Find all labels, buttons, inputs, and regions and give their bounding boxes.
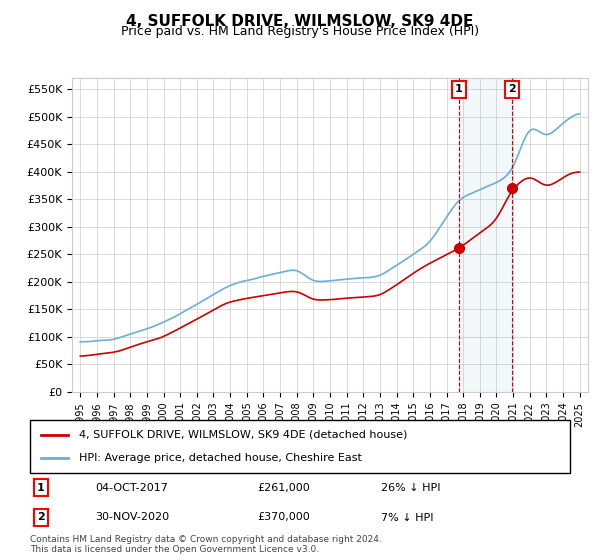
Text: 2: 2 — [37, 512, 44, 522]
Text: HPI: Average price, detached house, Cheshire East: HPI: Average price, detached house, Ches… — [79, 453, 361, 463]
Text: 26% ↓ HPI: 26% ↓ HPI — [381, 483, 440, 493]
Text: Price paid vs. HM Land Registry's House Price Index (HPI): Price paid vs. HM Land Registry's House … — [121, 25, 479, 38]
Text: 4, SUFFOLK DRIVE, WILMSLOW, SK9 4DE (detached house): 4, SUFFOLK DRIVE, WILMSLOW, SK9 4DE (det… — [79, 430, 407, 440]
Text: 1: 1 — [37, 483, 44, 493]
Text: 7% ↓ HPI: 7% ↓ HPI — [381, 512, 433, 522]
Text: £370,000: £370,000 — [257, 512, 310, 522]
FancyBboxPatch shape — [30, 420, 570, 473]
Bar — [459, 78, 512, 392]
Text: Contains HM Land Registry data © Crown copyright and database right 2024.
This d: Contains HM Land Registry data © Crown c… — [30, 535, 382, 554]
Text: £261,000: £261,000 — [257, 483, 310, 493]
Text: 4, SUFFOLK DRIVE, WILMSLOW, SK9 4DE: 4, SUFFOLK DRIVE, WILMSLOW, SK9 4DE — [127, 14, 473, 29]
Text: 04-OCT-2017: 04-OCT-2017 — [95, 483, 167, 493]
Text: 2: 2 — [508, 85, 515, 95]
Text: 30-NOV-2020: 30-NOV-2020 — [95, 512, 169, 522]
Text: 1: 1 — [455, 85, 463, 95]
